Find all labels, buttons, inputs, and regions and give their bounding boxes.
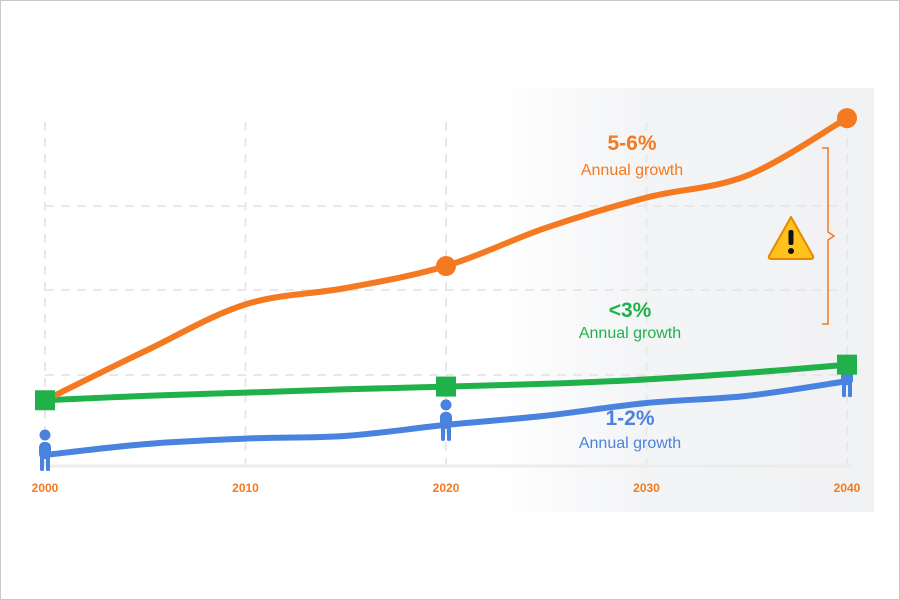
gap-bracket (822, 147, 836, 325)
series-labels: 5-6% Annual growth <3% Annual growth 1-2% Ann… (579, 132, 683, 452)
x-tick-label: 2020 (433, 481, 460, 495)
x-tick-label: 2000 (32, 481, 59, 495)
point-green (35, 390, 55, 411)
x-tick-label: 2010 (232, 481, 259, 495)
warning-bar (788, 230, 794, 245)
warning-dot (788, 248, 794, 254)
point-green (837, 354, 857, 375)
x-tick-label: 2030 (633, 481, 660, 495)
shaded-panel (490, 88, 874, 512)
warning-icon (767, 216, 815, 260)
series-label-blue: Annual growth (579, 435, 681, 452)
series-label-green: Annual growth (579, 325, 681, 342)
point-orange (837, 108, 857, 129)
person-icon (39, 429, 51, 472)
person-icon (440, 399, 452, 441)
x-tick-label: 2040 (834, 481, 861, 495)
series-rate-blue: 1-2% (605, 407, 654, 430)
series-rate-green: <3% (609, 299, 652, 322)
bracket-line (822, 147, 836, 325)
series-markers (35, 108, 857, 472)
series-rate-orange: 5-6% (607, 132, 656, 155)
series-label-orange: Annual growth (581, 162, 683, 179)
point-green (436, 376, 456, 397)
x-tick-labels: 2000 2010 2020 2030 2040 (32, 481, 861, 495)
point-orange (436, 256, 456, 277)
grid (44, 122, 852, 468)
